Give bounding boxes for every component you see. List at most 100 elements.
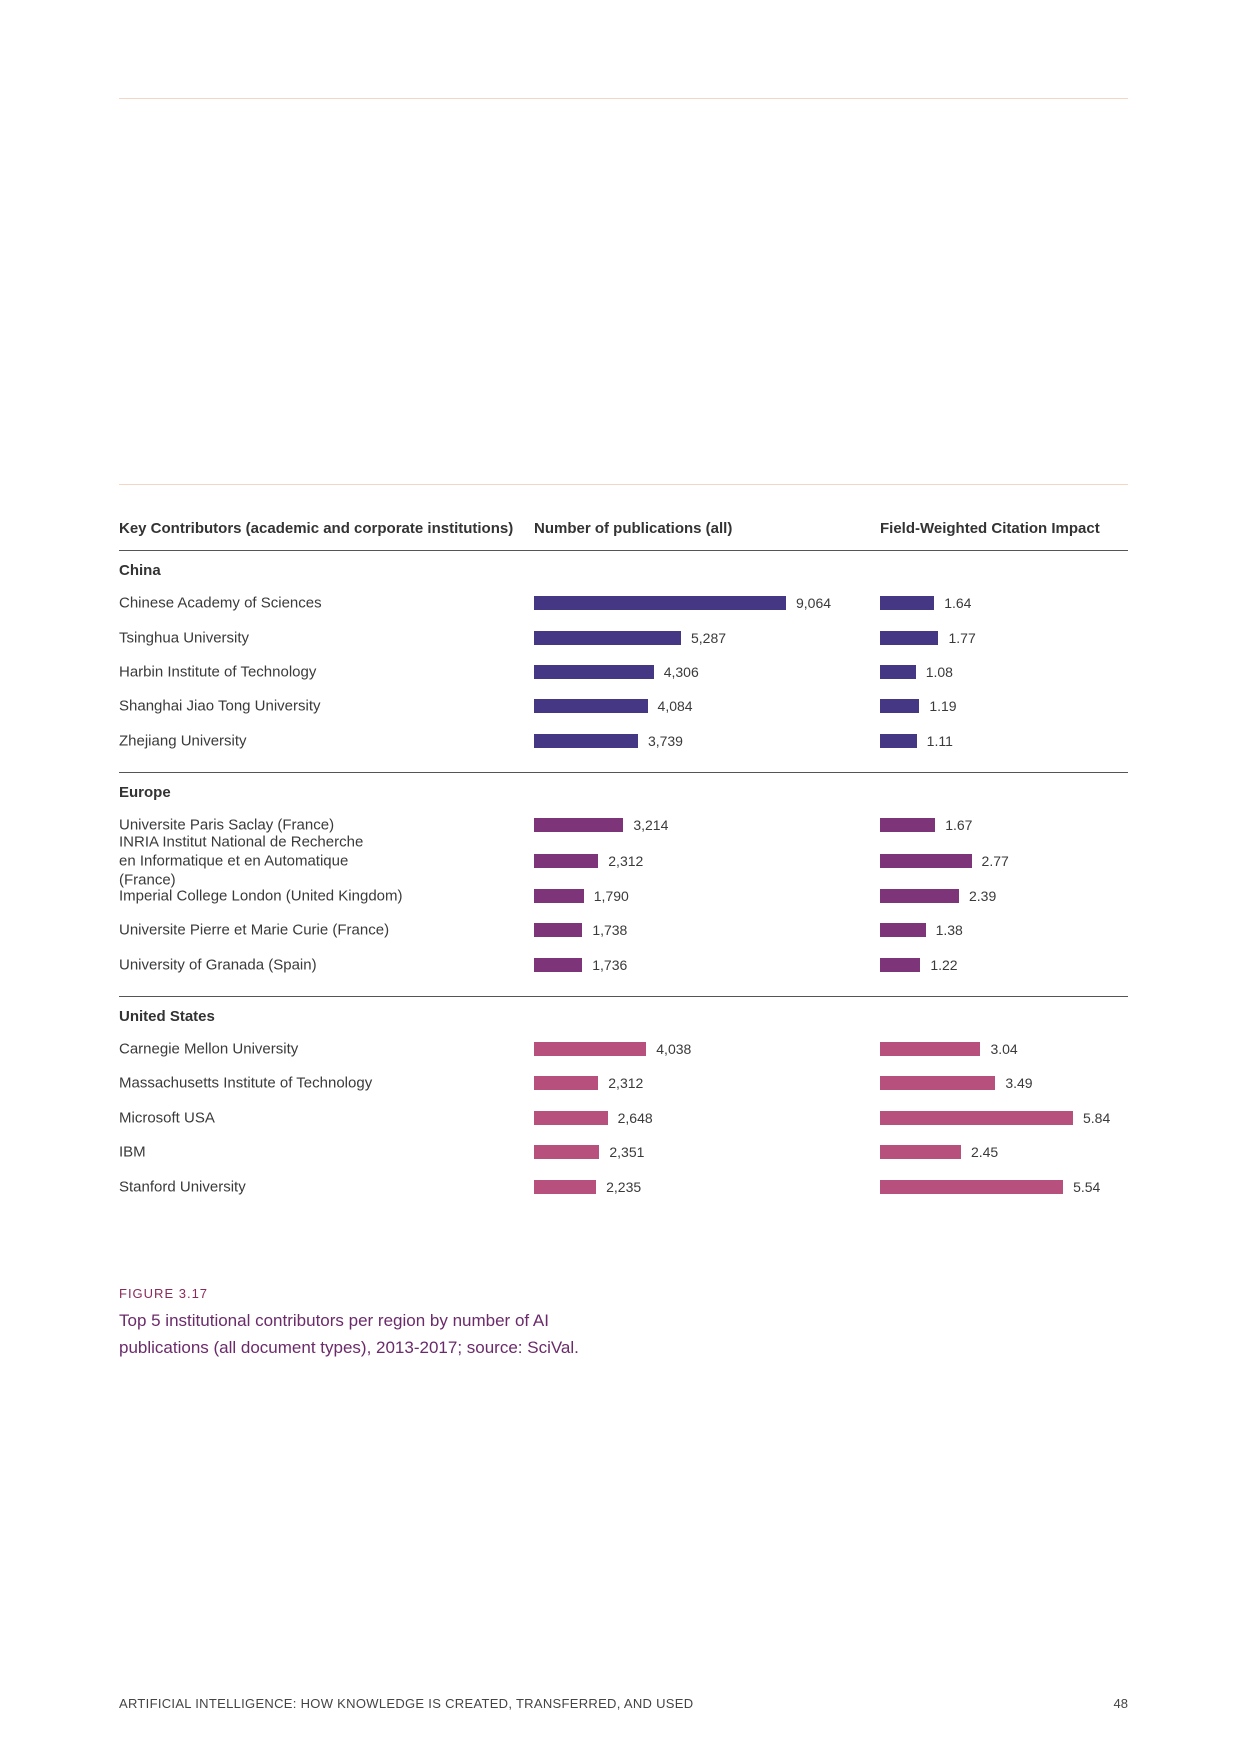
institution-label: University of Granada (Spain) (119, 956, 317, 974)
header-fwci: Field-Weighted Citation Impact (880, 520, 1100, 537)
publications-value-label: 2,235 (606, 1178, 642, 1195)
publications-value-label: 3,739 (647, 732, 683, 749)
fwci-bar (880, 888, 959, 903)
publications-value-label: 1,790 (593, 887, 629, 904)
figure-label: FIGURE 3.17 (119, 1286, 209, 1301)
publications-bar (534, 1179, 597, 1194)
publications-bar (534, 1145, 600, 1160)
fwci-value-label: 5.84 (1083, 1109, 1111, 1126)
figure-caption: FIGURE 3.17 Top 5 institutional contribu… (119, 1286, 639, 1361)
fwci-value-label: 1.77 (948, 629, 976, 646)
institution-label: Universite Paris Saclay (France) (119, 816, 335, 834)
fwci-value-label: 1.67 (945, 817, 973, 834)
chart-top-divider (119, 484, 1128, 485)
publications-bar (534, 630, 681, 645)
chart-row: Harbin Institute of Technology 4,306 1.08 (119, 655, 1128, 689)
fwci-value-label: 2.45 (970, 1144, 999, 1161)
chart-row: Tsinghua University 5,287 1.77 (119, 620, 1128, 654)
region-label: United States (119, 1007, 215, 1025)
institution-label: Stanford University (119, 1178, 246, 1196)
chart-row: INRIA Institut National de Recherche en … (119, 833, 1128, 888)
publications-bar (534, 853, 599, 868)
publications-value-label: 5,287 (690, 629, 727, 646)
publications-value-label: 1,736 (592, 956, 628, 973)
publications-value-label: 3,214 (633, 817, 669, 834)
publications-value-label: 2,312 (608, 852, 644, 869)
publications-bar (534, 1076, 599, 1091)
fwci-value-label: 3.04 (990, 1041, 1018, 1058)
publications-bar (534, 1042, 647, 1057)
fwci-bar (880, 596, 935, 611)
institution-label: Harbin Institute of Technology (119, 663, 317, 681)
page-number: 48 (1113, 1696, 1128, 1711)
publications-bar (534, 923, 583, 938)
fwci-value-label: 1.22 (930, 956, 958, 973)
institution-label: Massachusetts Institute of Technology (119, 1074, 373, 1092)
figure-description: Top 5 institutional contributors per reg… (119, 1311, 579, 1357)
fwci-value-label: 5.54 (1073, 1178, 1101, 1195)
header-publications: Number of publications (all) (534, 520, 733, 537)
chart-row: University of Granada (Spain) 1,736 1.22 (119, 948, 1128, 982)
fwci-bar (880, 923, 926, 938)
chart-row: Stanford University 2,235 5.54 (119, 1169, 1128, 1203)
fwci-value-label: 1.38 (935, 922, 963, 939)
chart-row: Universite Paris Saclay (France) 3,214 1.6… (119, 808, 1128, 842)
fwci-bar (880, 853, 972, 868)
region-group: China Chinese Academy of Sciences 9,064 1.6… (119, 551, 1128, 772)
fwci-bar (880, 664, 916, 679)
institution-label: Shanghai Jiao Tong University (119, 697, 321, 715)
publications-value-label: 2,351 (609, 1144, 645, 1161)
institution-label: Zhejiang University (119, 732, 247, 750)
chart-row: Microsoft USA 2,648 5.84 (119, 1101, 1128, 1135)
institution-label: IBM (119, 1143, 146, 1161)
chart-row: Chinese Academy of Sciences 9,064 1.64 (119, 586, 1128, 620)
fwci-bar (880, 1145, 961, 1160)
fwci-bar (880, 1179, 1064, 1194)
publications-bar (534, 699, 648, 714)
fwci-bar (880, 957, 921, 972)
publications-bar (534, 733, 638, 748)
publications-bar (534, 957, 583, 972)
region-group: Europe Universite Paris Saclay (France) 3,… (119, 771, 1128, 996)
fwci-value-label: 1.11 (926, 732, 953, 749)
publications-bar (534, 818, 624, 833)
fwci-value-label: 1.19 (929, 698, 957, 715)
publications-value-label: 4,084 (657, 698, 693, 715)
chart-row: Universite Pierre et Marie Curie (France… (119, 913, 1128, 947)
fwci-bar (880, 699, 920, 714)
chart-row: Carnegie Mellon University 4,038 3.04 (119, 1032, 1128, 1066)
publications-bar (534, 888, 584, 903)
chart-row: Imperial College London (United Kingdom)… (119, 879, 1128, 913)
publications-bar (534, 1110, 608, 1125)
publications-value-label: 9,064 (796, 595, 832, 612)
publications-value-label: 2,312 (608, 1075, 644, 1092)
publications-bar (534, 596, 786, 611)
publications-value-label: 4,038 (656, 1041, 692, 1058)
institution-label: Chinese Academy of Sciences (119, 594, 322, 612)
fwci-bar (880, 630, 939, 645)
header-institutions: Key Contributors (academic and corporate… (119, 520, 514, 537)
top-divider (119, 98, 1128, 99)
institution-label: INRIA Institut National de Recherche en … (119, 833, 364, 889)
footer-title: ARTIFICIAL INTELLIGENCE: HOW KNOWLEDGE I… (119, 1696, 694, 1711)
institution-label: Universite Pierre et Marie Curie (France… (119, 921, 390, 939)
fwci-bar (880, 818, 936, 833)
region-group: United States Carnegie Mellon University 4… (119, 995, 1128, 1218)
fwci-value-label: 3.49 (1005, 1075, 1033, 1092)
publications-value-label: 4,306 (663, 663, 699, 680)
fwci-value-label: 1.64 (944, 595, 972, 612)
chart-row: IBM 2,351 2.45 (119, 1135, 1128, 1169)
region-label: Europe (119, 783, 171, 801)
institution-label: Microsoft USA (119, 1109, 215, 1127)
publications-bar (534, 664, 654, 679)
fwci-value-label: 2.39 (968, 887, 997, 904)
publications-value-label: 2,648 (617, 1109, 653, 1126)
regions-container: China Chinese Academy of Sciences 9,064 1.6… (119, 551, 1128, 1218)
fwci-bar (880, 733, 917, 748)
chart-row: Massachusetts Institute of Technology 2,3… (119, 1066, 1128, 1100)
fwci-value-label: 1.08 (925, 663, 953, 680)
fwci-bar (880, 1042, 981, 1057)
region-label: China (119, 562, 161, 579)
institution-label: Tsinghua University (119, 629, 250, 647)
publications-value-label: 1,738 (592, 922, 628, 939)
